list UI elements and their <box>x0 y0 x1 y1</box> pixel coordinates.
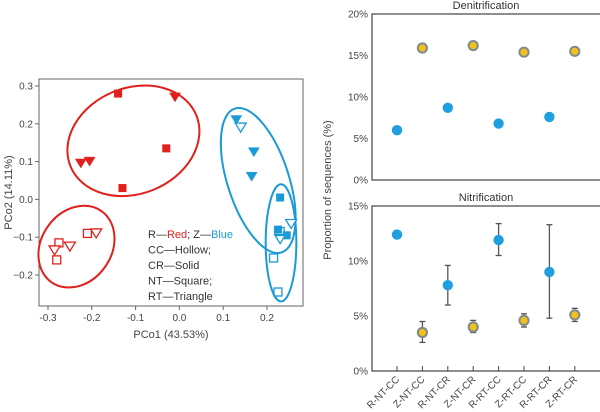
point-r-nt-cr <box>114 89 123 98</box>
ellipse-r-cc <box>37 204 116 289</box>
legend-line: CR—Solid <box>148 260 199 272</box>
point-z-rt-cr <box>569 45 581 57</box>
point-r-rt-cr <box>544 111 555 123</box>
legend-text: CC—Hollow; <box>148 245 211 257</box>
point-z-nt-cr <box>467 321 479 333</box>
point-z-rt-cc <box>518 46 530 58</box>
point-z-rt-cr <box>247 147 260 158</box>
denitrification-plot: Denitrification 0% 5% 10% 15% 20% <box>348 0 600 187</box>
legend-text: Red <box>167 229 187 241</box>
y-tick-label: 0% <box>354 176 369 187</box>
point-z-rt-cc <box>284 218 298 230</box>
x-tick-label: -0.2 <box>83 313 101 324</box>
point-z-nt-cr <box>276 193 285 202</box>
nitrification-y-axis: 0% 5% 10% 15% <box>348 202 368 378</box>
nitrification-x-axis: R-NT-CCZ-NT-CCR-NT-CRZ-NT-CRR-RT-CCZ-RT-… <box>365 366 580 411</box>
denitrification-title: Denitrification <box>453 0 520 12</box>
legend-text: CR—Solid <box>148 260 199 272</box>
nitrification-title: Nitrification <box>459 192 513 204</box>
denitrification-y-axis: 0% 5% 10% 15% 20% <box>348 10 368 187</box>
x-tick-label: 0.1 <box>216 313 230 324</box>
legend-line: CC—Hollow; <box>148 245 211 257</box>
nitrification-plot: Nitrification 0% 5% 10% 15% R-NT-CCZ-NT-CCR… <box>348 192 600 411</box>
nitrification-frame <box>371 205 600 372</box>
pcoa-legend: R—Red; Z—BlueCC—Hollow;CR—SolidNT—Square… <box>148 229 233 303</box>
x-tick-label: -0.1 <box>127 313 145 324</box>
y-tick-label: 20% <box>348 10 368 21</box>
pcoa-points <box>47 89 298 297</box>
point-r-rt-cc <box>63 241 77 253</box>
point-r-rt-cc <box>47 245 62 257</box>
denitrification-frame <box>371 13 600 181</box>
legend-text: Blue <box>211 229 233 241</box>
point-r-nt-cc <box>391 229 403 240</box>
ellipse-r-cr <box>66 84 201 198</box>
legend-text: R— <box>148 229 167 241</box>
point-r-nt-cr <box>118 184 127 193</box>
x-tick-label: 0.0 <box>172 313 186 324</box>
x-tick-label: -0.3 <box>39 313 57 324</box>
point-z-rt-cc <box>234 122 248 134</box>
denitrification-points <box>391 39 581 136</box>
point-r-nt-cc <box>52 255 62 265</box>
point-r-nt-cc <box>391 125 403 136</box>
nitrification-points <box>391 229 581 339</box>
point-z-rt-cr <box>230 115 243 125</box>
point-z-rt-cc <box>518 314 530 326</box>
y-tick-label: 0.0 <box>19 195 33 206</box>
y-tick-label: 10% <box>348 93 368 104</box>
y-tick-label: 0.1 <box>19 157 33 168</box>
point-z-nt-cc <box>416 326 428 339</box>
point-r-rt-cc <box>493 118 504 129</box>
point-z-nt-cc <box>268 253 279 263</box>
point-z-nt-cr <box>273 225 282 234</box>
pcoa-y-axis: 0.3 0.2 0.1 0.0 −0.1 −0.2 <box>13 82 39 282</box>
y-tick-label: 0.2 <box>19 119 33 130</box>
point-z-nt-cc <box>416 42 428 54</box>
legend-line: NT—Square; <box>148 276 212 288</box>
ellipse-z-nt <box>264 183 298 303</box>
pcoa-plot: -0.3 -0.2 -0.1 0.0 0.1 0.2 0.3 0.2 0.1 0.0 −0.1 −0… <box>3 78 304 341</box>
y-tick-label: 0% <box>354 367 369 378</box>
proportion-y-axis-label: Proportion of sequences (%) <box>322 120 334 259</box>
point-z-rt-cr <box>245 171 258 182</box>
pcoa-x-axis-label: PCo1 (43.53%) <box>133 329 208 341</box>
legend-text: ; Z— <box>187 229 211 241</box>
point-r-rt-cc <box>89 228 103 240</box>
pcoa-y-axis-label: PCo2 (14.11%) <box>3 155 15 229</box>
y-tick-label: −0.1 <box>13 233 33 244</box>
point-z-rt-cr <box>569 309 581 321</box>
y-tick-label: 10% <box>348 257 368 268</box>
point-r-nt-cr <box>442 102 453 113</box>
pcoa-frame <box>38 78 304 307</box>
y-tick-label: 15% <box>348 202 368 213</box>
point-r-nt-cc <box>82 228 93 239</box>
point-z-nt-cc <box>275 226 285 237</box>
y-tick-label: 15% <box>348 51 368 62</box>
legend-text: NT—Square; <box>148 276 212 288</box>
point-r-nt-cr <box>162 144 171 153</box>
legend-line: R—Red; Z—Blue <box>148 229 233 241</box>
point-r-rt-cc <box>493 234 504 246</box>
point-r-rt-cr <box>74 158 87 169</box>
point-r-rt-cr <box>83 156 96 167</box>
pcoa-ellipses <box>37 84 298 303</box>
y-tick-label: −0.2 <box>13 271 33 282</box>
y-tick-label: 5% <box>354 134 369 145</box>
x-tick-label: 0.2 <box>260 313 274 324</box>
ellipse-z-rt <box>219 106 297 255</box>
point-z-nt-cc <box>273 287 283 297</box>
y-tick-label: 0.3 <box>19 82 33 93</box>
point-r-nt-cr <box>442 280 453 291</box>
y-tick-label: 5% <box>354 312 369 323</box>
legend-line: RT—Triangle <box>148 291 213 303</box>
pcoa-x-axis: -0.3 -0.2 -0.1 0.0 0.1 0.2 <box>39 306 274 324</box>
point-z-rt-cc <box>273 233 287 245</box>
legend-text: RT—Triangle <box>148 291 213 303</box>
point-z-nt-cr <box>467 39 479 52</box>
point-r-rt-cr <box>544 266 555 278</box>
point-z-nt-cr <box>282 231 291 240</box>
point-r-rt-cr <box>169 92 181 103</box>
